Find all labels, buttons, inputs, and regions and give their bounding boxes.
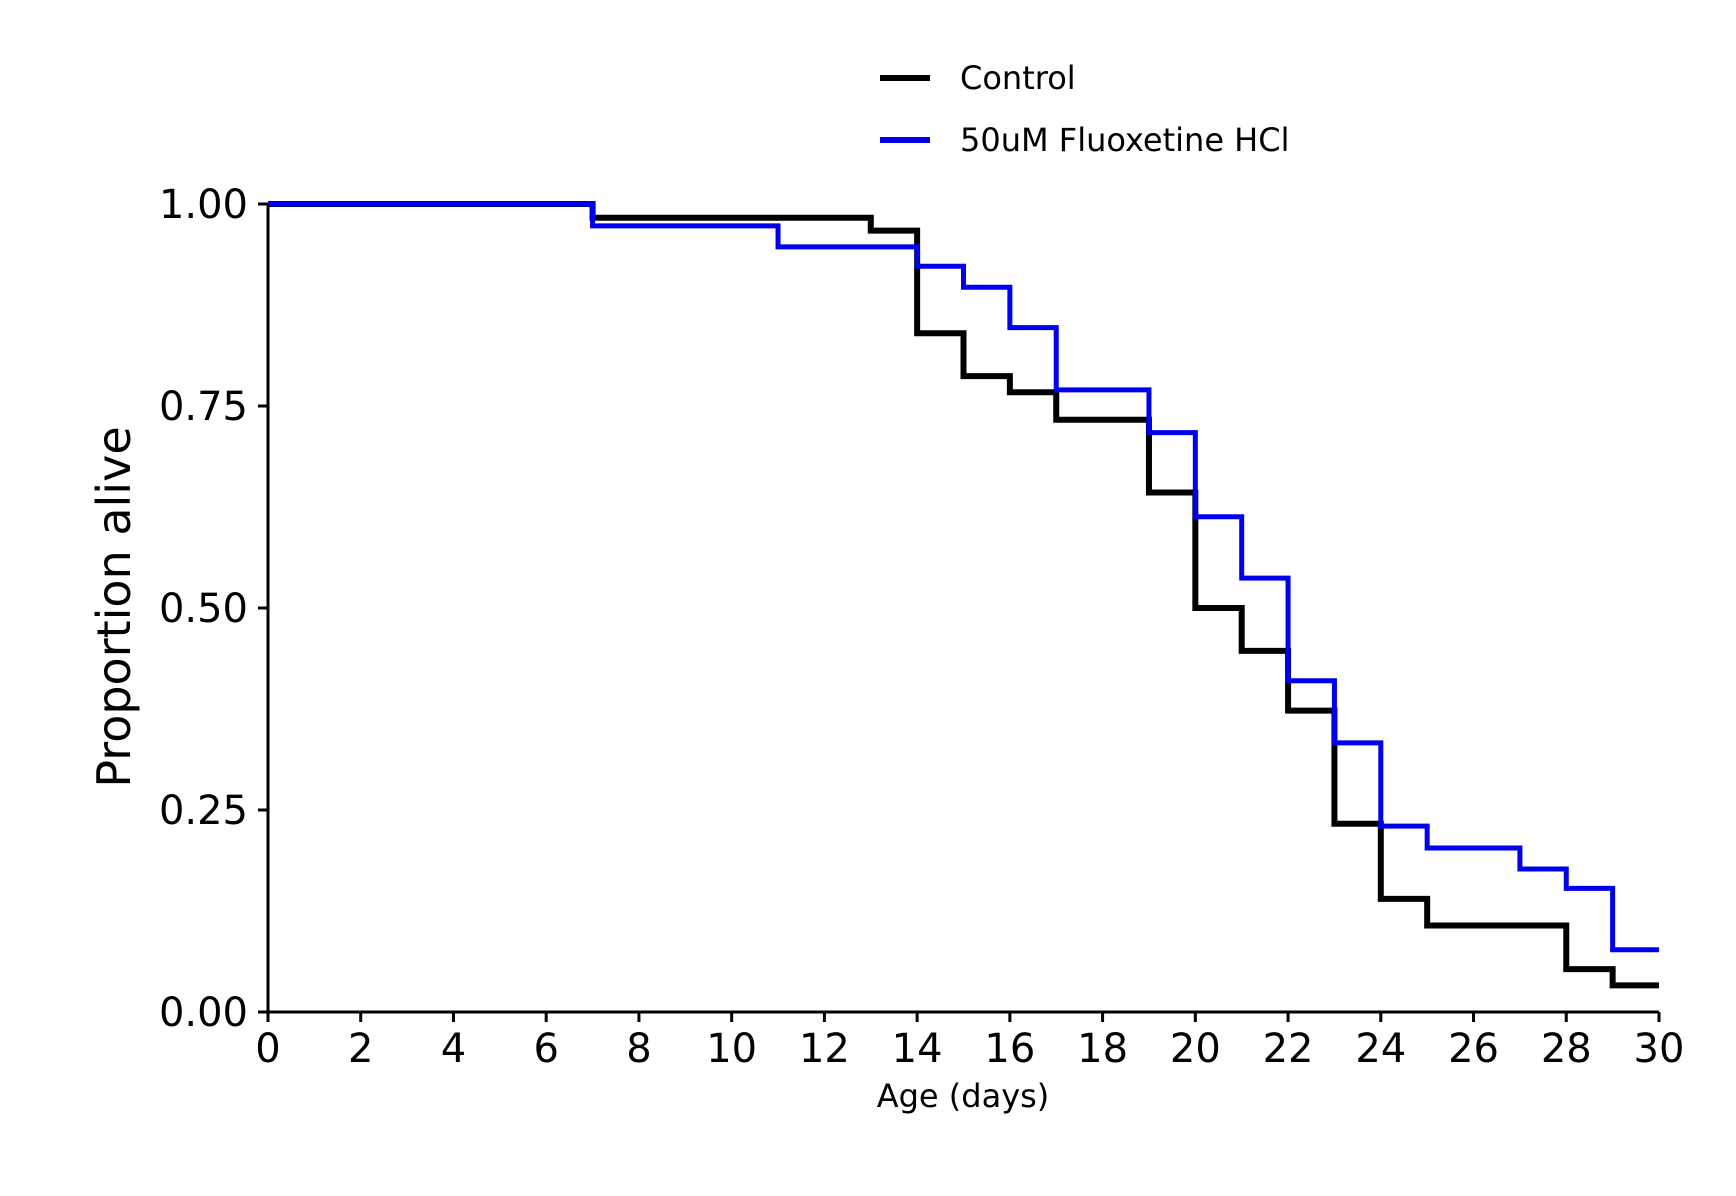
x-tick-label: 24 [1355,1026,1406,1072]
x-tick-label: 8 [626,1026,651,1072]
y-tick-label: 1.00 [159,182,248,228]
x-tick-label: 0 [255,1026,280,1072]
y-axis-title: Proportion alive [87,426,141,787]
series-line-50um-fluoxetine-hcl [268,201,1659,953]
x-tick-label: 2 [348,1026,373,1072]
x-tick-label: 10 [706,1026,757,1072]
y-tick-label: 0.50 [159,586,248,632]
x-axis-title: Age (days) [877,1077,1050,1115]
series-layer [268,201,1659,989]
x-tick-label: 16 [984,1026,1035,1072]
legend-label-control: Control [960,59,1076,97]
x-tick-label: 22 [1263,1026,1314,1072]
series-line-control [268,201,1659,989]
x-tick-label: 26 [1448,1026,1499,1072]
x-tick-label: 14 [892,1026,943,1072]
legend: Control 50uM Fluoxetine HCl [880,59,1289,159]
x-tick-label: 30 [1634,1026,1685,1072]
x-tick-label: 4 [441,1026,466,1072]
x-tick-label: 18 [1077,1026,1128,1072]
x-tick-label: 20 [1170,1026,1221,1072]
legend-label-fluoxetine: 50uM Fluoxetine HCl [960,121,1289,159]
x-tick-label: 28 [1541,1026,1592,1072]
x-tick-label: 12 [799,1026,850,1072]
x-tick-label: 6 [533,1026,558,1072]
y-tick-label: 0.75 [159,384,248,430]
axes: 0 2 4 6 8 10 12 14 16 18 20 22 24 26 28 300.000.250.500… [159,182,1685,1072]
y-tick-label: 0.00 [159,990,248,1036]
y-tick-label: 0.25 [159,788,248,834]
